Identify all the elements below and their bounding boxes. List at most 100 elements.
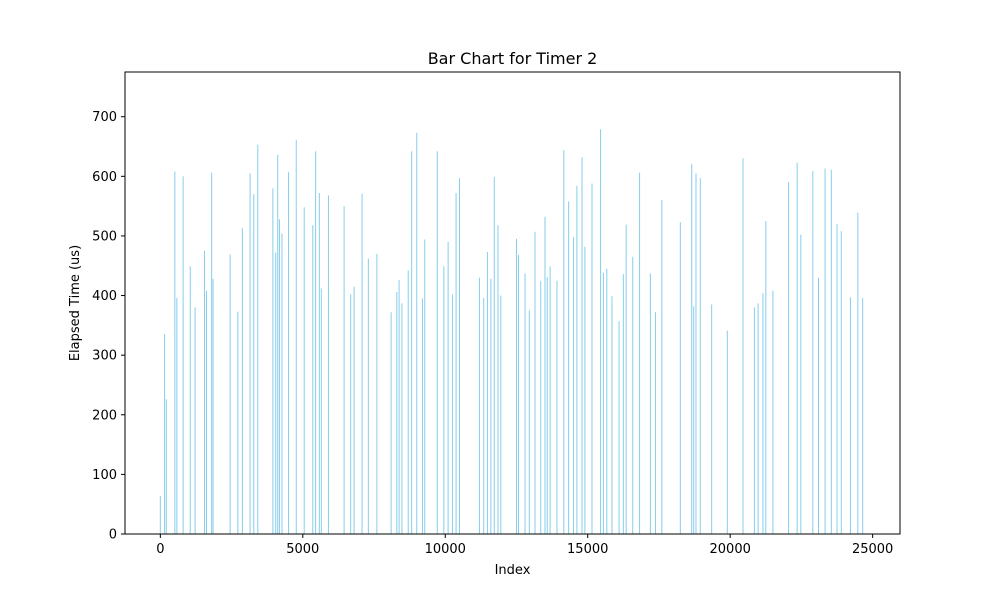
- y-tick-label: 500: [92, 229, 117, 244]
- bar: [611, 296, 613, 534]
- bar: [241, 228, 243, 534]
- bar: [159, 495, 161, 534]
- bar: [272, 188, 274, 534]
- bar: [411, 151, 413, 535]
- bar: [376, 253, 378, 534]
- bar: [524, 273, 526, 534]
- bar: [711, 304, 713, 534]
- bar: [203, 250, 205, 534]
- bar: [661, 200, 663, 535]
- bar: [726, 330, 728, 534]
- bar: [367, 258, 369, 534]
- bar: [762, 293, 764, 534]
- bar: [655, 312, 657, 534]
- y-axis-ticks: 0 100 200 300 400 500 600 700: [92, 110, 125, 543]
- bar: [493, 176, 495, 535]
- bar: [862, 297, 864, 534]
- x-tick-label: 5000: [286, 542, 319, 557]
- bar: [424, 239, 426, 534]
- bar: [390, 312, 392, 534]
- bar: [591, 183, 593, 535]
- bar: [556, 280, 558, 534]
- x-axis-label: Index: [495, 563, 531, 578]
- bar: [174, 171, 176, 535]
- x-axis-ticks: 0 5000 10000 15000 20000 25000: [156, 534, 893, 557]
- bar: [229, 254, 231, 535]
- bar: [549, 266, 551, 534]
- bar: [600, 129, 602, 535]
- y-tick-label: 400: [92, 289, 117, 304]
- bar: [288, 172, 290, 534]
- plot-frame: [124, 71, 901, 535]
- bar: [211, 172, 213, 534]
- bar: [189, 266, 191, 534]
- bar: [164, 334, 166, 534]
- bar: [257, 144, 259, 535]
- bar: [205, 290, 207, 534]
- bar: [237, 311, 239, 534]
- bar: [857, 212, 859, 534]
- bar: [540, 281, 542, 534]
- bar: [490, 278, 492, 534]
- bar: [165, 399, 167, 534]
- bar: [622, 274, 624, 534]
- bar: [699, 178, 701, 535]
- bar: [396, 291, 398, 534]
- bar: [788, 182, 790, 534]
- bar: [693, 306, 695, 534]
- bar: [534, 231, 536, 534]
- bar: [691, 163, 693, 535]
- bar: [765, 221, 767, 534]
- bar: [343, 206, 345, 534]
- bars-group: [159, 129, 864, 535]
- bar: [649, 273, 651, 534]
- bar: [528, 310, 530, 534]
- bar: [849, 297, 851, 534]
- bar: [249, 173, 251, 534]
- bar: [517, 255, 519, 534]
- bar: [182, 176, 184, 534]
- bar: [318, 193, 320, 534]
- bar: [303, 207, 305, 534]
- bar: [253, 194, 255, 534]
- bar: [486, 252, 488, 534]
- bar: [602, 272, 604, 534]
- y-tick-label: 300: [92, 349, 117, 364]
- bar: [320, 288, 322, 534]
- y-tick-label: 700: [92, 110, 117, 125]
- bar: [194, 307, 196, 534]
- bar: [679, 222, 681, 534]
- bar: [398, 280, 400, 534]
- bar: [421, 298, 423, 534]
- bar: [546, 277, 548, 534]
- bar: [625, 224, 627, 535]
- bar: [757, 303, 759, 534]
- y-tick-label: 100: [92, 468, 117, 483]
- bar: [572, 237, 574, 534]
- bar: [459, 178, 460, 535]
- bar: [824, 168, 826, 534]
- bar: [568, 201, 570, 535]
- bar: [312, 225, 314, 534]
- bar: [497, 225, 499, 534]
- bar: [212, 278, 214, 534]
- bar: [742, 158, 744, 534]
- bar: [753, 307, 755, 534]
- bar: [315, 151, 317, 535]
- x-tick-label: 0: [156, 542, 164, 557]
- bar: [584, 246, 586, 535]
- bar: [836, 224, 838, 534]
- bar: [295, 139, 297, 534]
- bar: [275, 252, 277, 534]
- bar: [796, 162, 798, 535]
- x-tick-label: 10000: [425, 542, 466, 557]
- x-tick-label: 15000: [567, 542, 608, 557]
- bar: [176, 297, 178, 534]
- bar: [350, 294, 352, 534]
- bar: [407, 270, 409, 534]
- bar: [353, 286, 355, 534]
- bar: [281, 233, 283, 535]
- bar: [416, 132, 418, 534]
- y-tick-label: 600: [92, 170, 117, 185]
